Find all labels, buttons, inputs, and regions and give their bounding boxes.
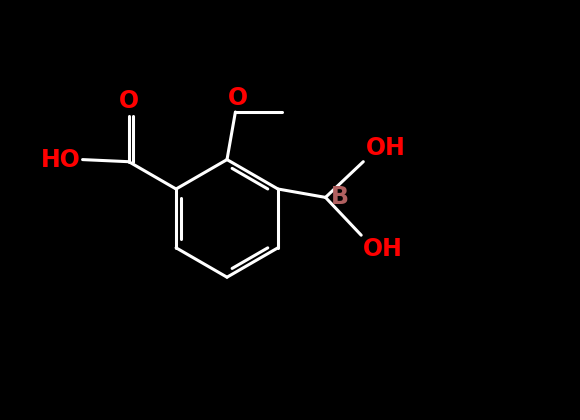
Text: OH: OH xyxy=(363,237,403,261)
Text: OH: OH xyxy=(365,136,405,160)
Text: B: B xyxy=(331,185,349,210)
Text: O: O xyxy=(119,89,139,113)
Text: O: O xyxy=(227,86,248,110)
Text: HO: HO xyxy=(41,147,81,172)
